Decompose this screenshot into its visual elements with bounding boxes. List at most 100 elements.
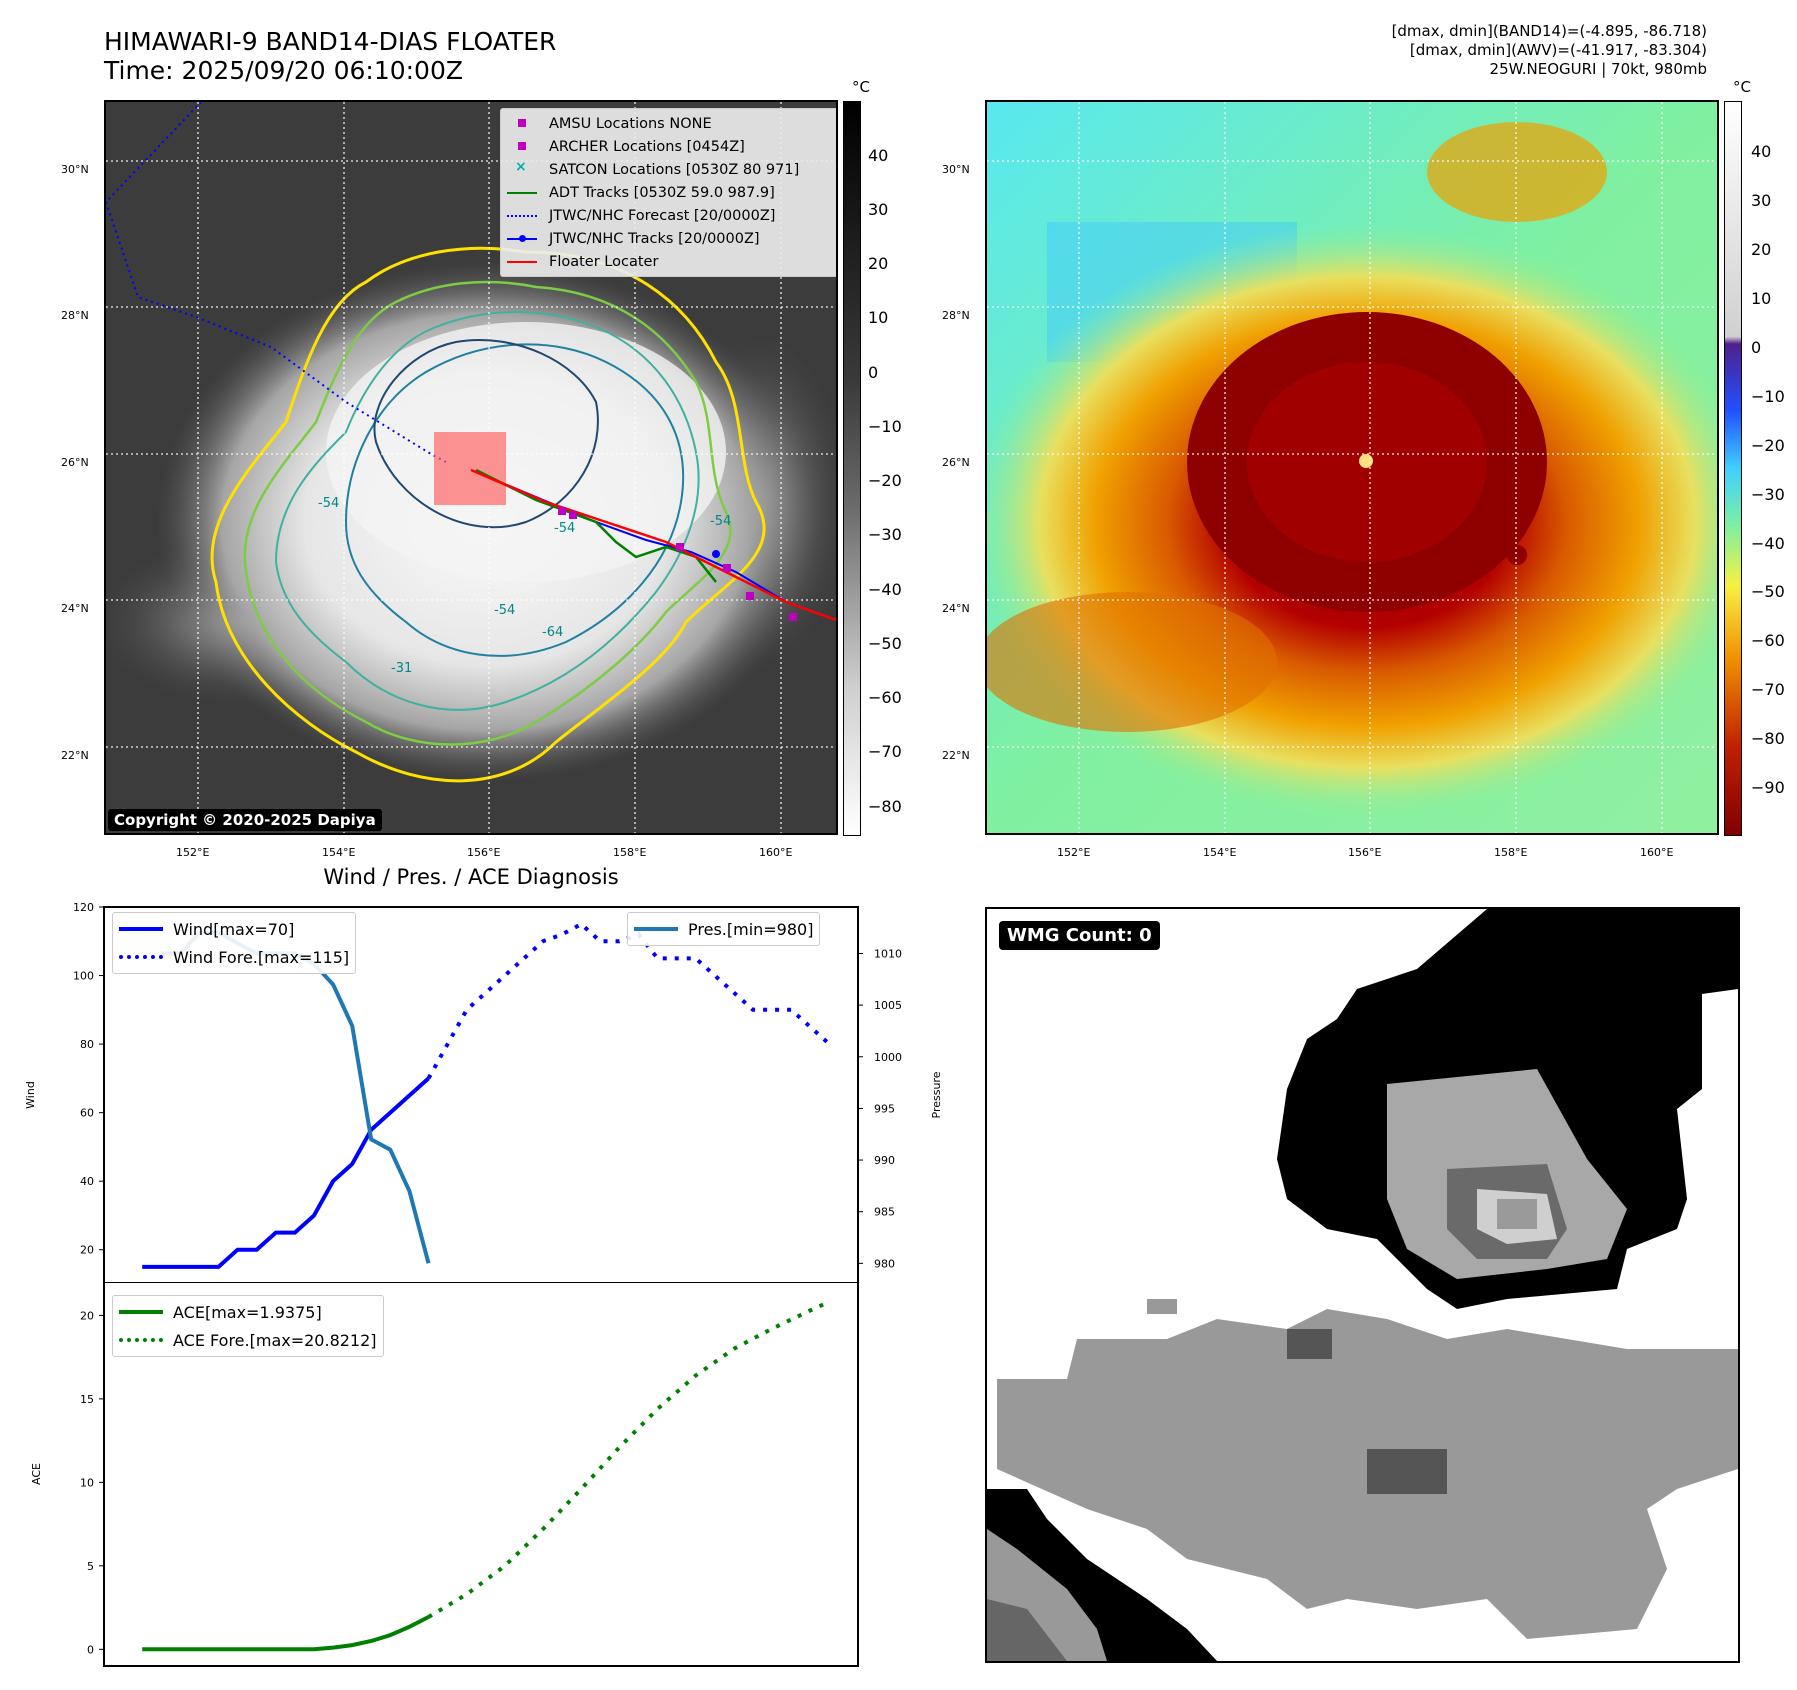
pressure-tick-label: 1000 xyxy=(874,1051,902,1064)
series-line xyxy=(427,1299,831,1619)
copyright-badge: Copyright © 2020-2025 Dapiya xyxy=(108,809,382,831)
dotted-line-icon xyxy=(505,204,539,227)
lon-label: 156°E xyxy=(467,846,501,859)
series-line xyxy=(142,1076,430,1269)
lat-label: 24°N xyxy=(61,602,89,615)
colorbar-tick: 0 xyxy=(1751,338,1762,357)
wv-image-panel xyxy=(985,100,1719,835)
ace-tick-label: 20 xyxy=(80,1309,94,1322)
lat-label: 30°N xyxy=(61,163,89,176)
colorbar-tick: 10 xyxy=(868,308,889,327)
colorbar-tick: −40 xyxy=(868,580,902,599)
legend-label: Floater Locater xyxy=(549,253,659,270)
pressure-tick-label: 980 xyxy=(874,1257,895,1270)
solid-line-icon xyxy=(634,927,678,931)
lat-label: 26°N xyxy=(61,456,89,469)
legend-label: ARCHER Locations [0454Z] xyxy=(549,138,745,155)
legend-label: Wind Fore.[max=115] xyxy=(173,947,350,967)
lon-label: 154°E xyxy=(322,846,356,859)
pressure-tick-label: 990 xyxy=(874,1154,895,1167)
legend-label: AMSU Locations NONE xyxy=(549,115,712,132)
wind-legend: Wind[max=70] Wind Fore.[max=115] xyxy=(112,912,357,974)
colorbar-tick: 30 xyxy=(1751,191,1772,210)
contour-label: -31 xyxy=(391,661,412,676)
legend-item-ace-forecast: ACE Fore.[max=20.8212] xyxy=(119,1326,377,1354)
wind-axis-label: Wind xyxy=(24,1081,37,1109)
legend-label: JTWC/NHC Tracks [20/0000Z] xyxy=(549,230,760,247)
line-marker-icon xyxy=(505,181,539,204)
ir-legend: AMSU Locations NONE ARCHER Locations [04… xyxy=(500,108,836,277)
title-line-1: HIMAWARI-9 BAND14-DIAS FLOATER xyxy=(104,27,557,56)
ir-colorbar xyxy=(843,101,861,836)
legend-label: SATCON Locations [0530Z 80 971] xyxy=(549,161,800,178)
colorbar-tick: −60 xyxy=(1751,631,1785,650)
colorbar-tick: 40 xyxy=(1751,142,1772,161)
colorbar-tick: −80 xyxy=(868,797,902,816)
ace-legend: ACE[max=1.9375] ACE Fore.[max=20.8212] xyxy=(112,1295,384,1357)
legend-item-satcon: × SATCON Locations [0530Z 80 971] xyxy=(505,158,833,181)
colorbar-tick: −90 xyxy=(1751,778,1785,797)
wind-tick-label: 100 xyxy=(73,970,94,983)
contour-label: -54 xyxy=(318,496,339,511)
lon-label: 160°E xyxy=(1640,846,1674,859)
colorbar-tick: 10 xyxy=(1751,289,1772,308)
colorbar-tick: −70 xyxy=(1751,680,1785,699)
contour-label: -64 xyxy=(542,625,563,640)
colorbar-tick: −80 xyxy=(1751,729,1785,748)
legend-item-wind: Wind[max=70] xyxy=(119,915,349,943)
ace-tick-label: 5 xyxy=(87,1560,94,1573)
pressure-axis-label: Pressure xyxy=(930,1071,943,1118)
colorbar-tick: −50 xyxy=(868,634,902,653)
legend-item-pressure: Pres.[min=980] xyxy=(634,915,813,943)
wmg-count-badge: WMG Count: 0 xyxy=(999,921,1160,950)
pressure-tick-label: 995 xyxy=(874,1102,895,1115)
wind-tick-label: 20 xyxy=(80,1244,94,1257)
colorbar-tick: −60 xyxy=(868,688,902,707)
dotted-line-icon xyxy=(119,955,163,959)
lat-label: 24°N xyxy=(942,602,970,615)
solid-line-icon xyxy=(119,927,163,931)
pressure-legend: Pres.[min=980] xyxy=(627,912,821,946)
colorbar-tick: −30 xyxy=(1751,485,1785,504)
line-marker-icon xyxy=(505,250,539,273)
lat-label: 22°N xyxy=(942,749,970,762)
legend-item-forecast: JTWC/NHC Forecast [20/0000Z] xyxy=(505,204,833,227)
lat-label: 28°N xyxy=(942,309,970,322)
contour-label: -54 xyxy=(494,603,515,618)
line-dot-icon xyxy=(505,227,539,250)
legend-item-ace: ACE[max=1.9375] xyxy=(119,1298,377,1326)
info-line-2: [dmax, dmin](AWV)=(-41.917, -83.304) xyxy=(1409,41,1707,59)
legend-label: ACE Fore.[max=20.8212] xyxy=(173,1330,377,1350)
legend-label: ACE[max=1.9375] xyxy=(173,1302,322,1322)
lon-label: 152°E xyxy=(1057,846,1091,859)
lat-label: 26°N xyxy=(942,456,970,469)
colorbar-tick: −10 xyxy=(868,417,902,436)
solid-line-icon xyxy=(119,1310,163,1314)
legend-item-archer: ARCHER Locations [0454Z] xyxy=(505,135,833,158)
ir-image-panel: -54 -54 -54 -64 -31 -54 AMSU Locations N… xyxy=(104,100,838,835)
wmg-panel: WMG Count: 0 xyxy=(985,907,1740,1663)
wv-image xyxy=(987,102,1717,833)
colorbar-tick: −20 xyxy=(1751,436,1785,455)
colorbar-unit: °C xyxy=(1733,78,1751,96)
colorbar-tick: 30 xyxy=(868,200,889,219)
dotted-line-icon xyxy=(119,1338,163,1342)
figure-title: HIMAWARI-9 BAND14-DIAS FLOATER Time: 202… xyxy=(104,27,556,85)
contour-label: -54 xyxy=(710,514,731,529)
lat-label: 28°N xyxy=(61,309,89,322)
info-line-1: [dmax, dmin](BAND14)=(-4.895, -86.718) xyxy=(1391,22,1707,40)
colorbar-tick: −40 xyxy=(1751,534,1785,553)
title-line-2: Time: 2025/09/20 06:10:00Z xyxy=(104,56,463,85)
legend-item-adt: ADT Tracks [0530Z 59.0 987.9] xyxy=(505,181,833,204)
x-marker-icon: × xyxy=(515,159,527,175)
lon-label: 158°E xyxy=(613,846,647,859)
info-line-3: 25W.NEOGURI | 70kt, 980mb xyxy=(1489,60,1707,78)
colorbar-tick: 20 xyxy=(868,254,889,273)
diagnosis-title: Wind / Pres. / ACE Diagnosis xyxy=(323,865,619,889)
ace-tick-label: 10 xyxy=(80,1476,94,1489)
wv-colorbar xyxy=(1724,101,1742,836)
wind-tick-label: 40 xyxy=(80,1175,94,1188)
colorbar-tick: −10 xyxy=(1751,387,1785,406)
legend-label: ADT Tracks [0530Z 59.0 987.9] xyxy=(549,184,775,201)
colorbar-tick: −70 xyxy=(868,742,902,761)
